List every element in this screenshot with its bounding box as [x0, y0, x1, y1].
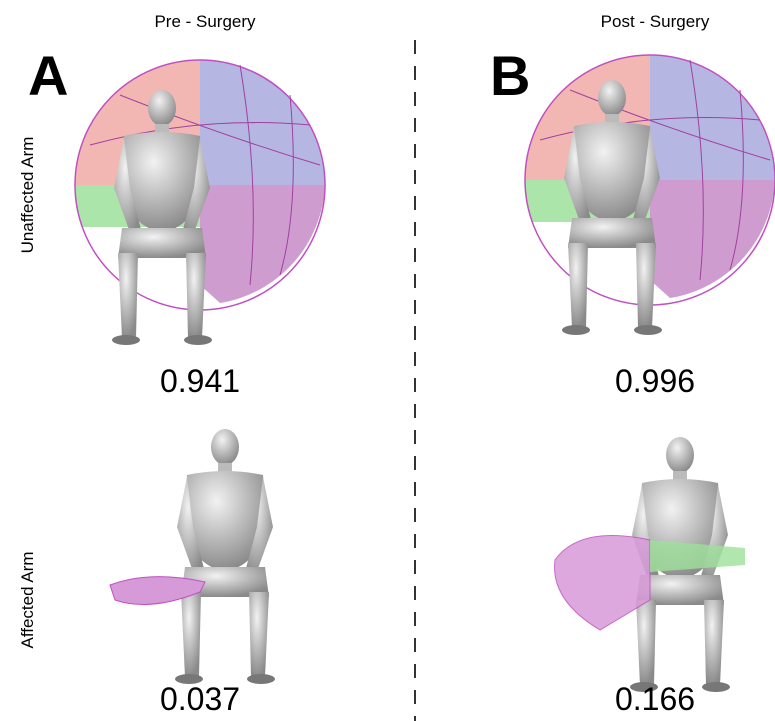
- figure-model: [175, 429, 275, 684]
- score: 0.166: [615, 681, 695, 717]
- score: 0.037: [160, 681, 240, 717]
- score: 0.996: [615, 363, 695, 399]
- panel-letter: B: [490, 44, 530, 107]
- panel-letter: A: [28, 44, 68, 107]
- workspace-trace: [554, 535, 651, 631]
- row-label: Unaffected Arm: [18, 137, 37, 254]
- row-label: Affected Arm: [18, 551, 37, 648]
- workspace-trace: [650, 540, 745, 572]
- column-title: Post - Surgery: [601, 12, 710, 31]
- workspace-trace: [109, 576, 206, 605]
- score: 0.941: [160, 363, 240, 399]
- column-title: Pre - Surgery: [154, 12, 256, 31]
